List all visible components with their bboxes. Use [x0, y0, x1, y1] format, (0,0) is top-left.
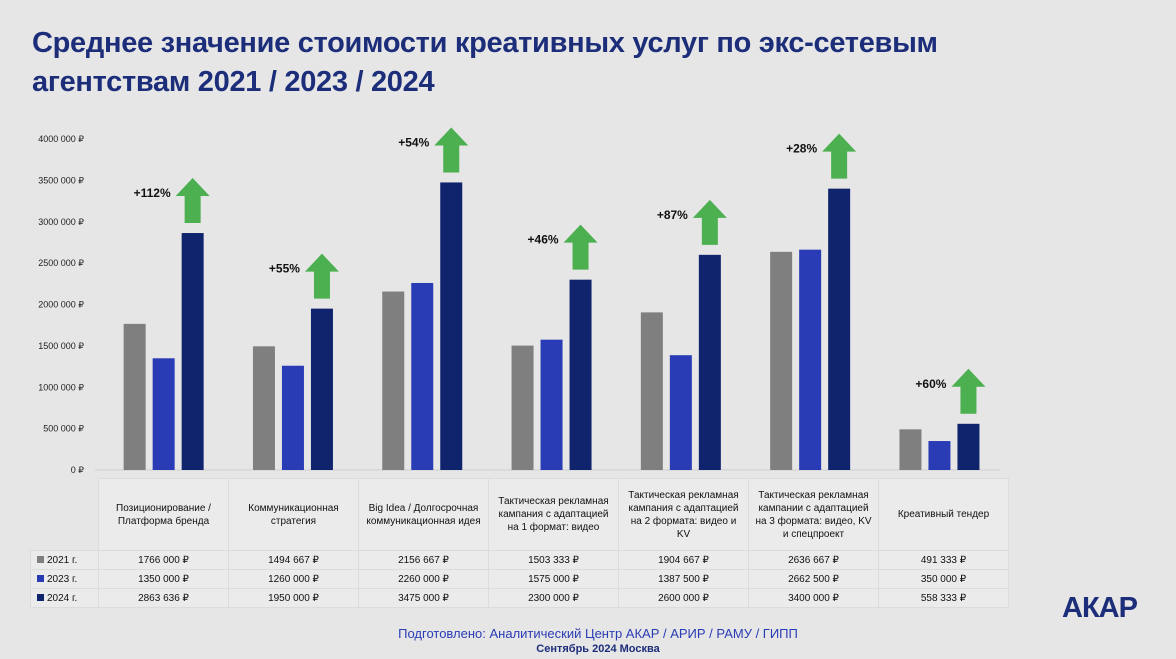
category-label: Тактическая рекламная кампания с адаптац…: [488, 478, 619, 551]
table-cell: 1387 500 ₽: [618, 569, 749, 589]
growth-arrow-icon: [951, 368, 986, 414]
legend-label: 2021 г.: [47, 554, 78, 566]
bar-2024: [181, 233, 204, 470]
growth-arrow-icon: [822, 133, 857, 179]
table-cell: 2636 667 ₽: [748, 550, 879, 570]
table-cell: 491 333 ₽: [878, 550, 1009, 570]
legend-entry: 2023 г.: [30, 569, 99, 589]
y-tick-label: 3500 000 ₽: [38, 175, 84, 185]
category-label: Тактическая рекламная кампания с адаптац…: [618, 478, 749, 551]
table-cell: 3400 000 ₽: [748, 588, 879, 608]
growth-label: +55%: [269, 262, 300, 276]
table-cell: 2300 000 ₽: [488, 588, 619, 608]
table-row: 2023 г. 1350 000 ₽1260 000 ₽2260 000 ₽157…: [30, 569, 1009, 589]
bar-2024: [828, 188, 851, 470]
category-label: Позиционирование / Платформа бренда: [98, 478, 229, 551]
page-title: Среднее значение стоимости креативных ус…: [32, 27, 938, 98]
bar-2023: [540, 339, 563, 470]
legend-swatch-icon: [37, 555, 44, 563]
table-row: 2024 г. 2863 636 ₽1950 000 ₽3475 000 ₽230…: [30, 588, 1009, 608]
bar-2024: [440, 182, 463, 470]
growth-label: +60%: [915, 377, 946, 391]
table-cell: 2260 000 ₽: [358, 569, 489, 589]
bar-2024: [957, 423, 980, 470]
bar-2023: [152, 358, 175, 470]
table-cell: 558 333 ₽: [878, 588, 1009, 608]
table-header-row: Позиционирование / Платформа бренда Комму…: [31, 478, 1009, 551]
bar-2021: [382, 291, 405, 470]
y-tick-label: 3000 000 ₽: [38, 217, 84, 227]
table-cell: 3475 000 ₽: [358, 588, 489, 608]
legend-entry: 2024 г.: [30, 588, 99, 608]
y-tick-label: 2500 000 ₽: [38, 258, 84, 268]
bar-2021: [899, 429, 922, 470]
table-cell: 350 000 ₽: [878, 569, 1009, 589]
growth-label: +112%: [134, 186, 171, 200]
table-cell: 1350 000 ₽: [98, 569, 229, 589]
growth-arrow-icon: [434, 127, 469, 173]
growth-arrow-icon: [175, 178, 210, 224]
legend-entry: 2021 г.: [30, 550, 99, 570]
table-cell: 1575 000 ₽: [488, 569, 619, 589]
footer-date: Сентябрь 2024 Москва: [536, 643, 660, 655]
bar-2023: [928, 441, 951, 470]
growth-label: +46%: [528, 233, 559, 247]
category-label: Big Idea / Долгосрочная коммуникационная…: [358, 478, 489, 551]
bar-2021: [511, 345, 534, 470]
bar-2023: [411, 282, 434, 470]
y-tick-label: 500 000 ₽: [43, 424, 84, 434]
footer-source: Подготовлено: Аналитический Центр АКАР /…: [398, 626, 798, 641]
legend-swatch-icon: [37, 574, 44, 582]
table-cell: 1494 667 ₽: [228, 550, 359, 570]
table-cell: 1260 000 ₽: [228, 569, 359, 589]
legend-label: 2024 г.: [47, 592, 78, 604]
table-cell: 2600 000 ₽: [618, 588, 749, 608]
bar-2023: [799, 249, 822, 470]
growth-label: +87%: [657, 208, 688, 222]
akar-logo: АКАР: [1062, 592, 1138, 624]
growth-arrow-icon: [563, 224, 598, 270]
data-table: Позиционирование / Платформа бренда Комму…: [30, 478, 1009, 608]
bar-2021: [770, 251, 793, 470]
table-cell: 2662 500 ₽: [748, 569, 879, 589]
legend-label: 2023 г.: [47, 573, 78, 585]
y-tick-label: 1000 000 ₽: [38, 382, 84, 392]
y-tick-label: 0 ₽: [71, 465, 85, 475]
table-cell: 1904 667 ₽: [618, 550, 749, 570]
bar-2021: [123, 323, 146, 470]
category-label: Коммуникационная стратегия: [228, 478, 359, 551]
growth-label: +28%: [786, 142, 817, 156]
legend-swatch-icon: [37, 593, 44, 601]
growth-arrow-icon: [692, 199, 727, 245]
bar-2024: [698, 254, 721, 470]
table-cell: 1950 000 ₽: [228, 588, 359, 608]
table-cell: 1503 333 ₽: [488, 550, 619, 570]
table-row: 2021 г. 1766 000 ₽1494 667 ₽2156 667 ₽150…: [30, 550, 1009, 570]
table-corner: [31, 479, 99, 551]
bar-2024: [569, 279, 592, 470]
bar-2021: [640, 312, 663, 470]
y-tick-label: 1500 000 ₽: [38, 341, 84, 351]
bar-chart: 0 ₽ 500 000 ₽ 1000 000 ₽ 1500 000 ₽ 2000 000…: [38, 127, 1001, 475]
bar-2024: [310, 308, 333, 470]
bar-2023: [669, 355, 692, 470]
bar-2021: [252, 346, 275, 470]
table-cell: 2863 636 ₽: [98, 588, 229, 608]
category-label: Креативный тендер: [878, 478, 1009, 551]
category-label: Тактическая рекламная кампании с адаптац…: [748, 478, 879, 551]
growth-label: +54%: [398, 135, 429, 149]
table-cell: 1766 000 ₽: [98, 550, 229, 570]
growth-arrow-icon: [304, 253, 339, 299]
y-tick-label: 4000 000 ₽: [38, 134, 84, 144]
y-tick-label: 2000 000 ₽: [38, 300, 84, 310]
table-cell: 2156 667 ₽: [358, 550, 489, 570]
bar-2023: [281, 365, 304, 470]
